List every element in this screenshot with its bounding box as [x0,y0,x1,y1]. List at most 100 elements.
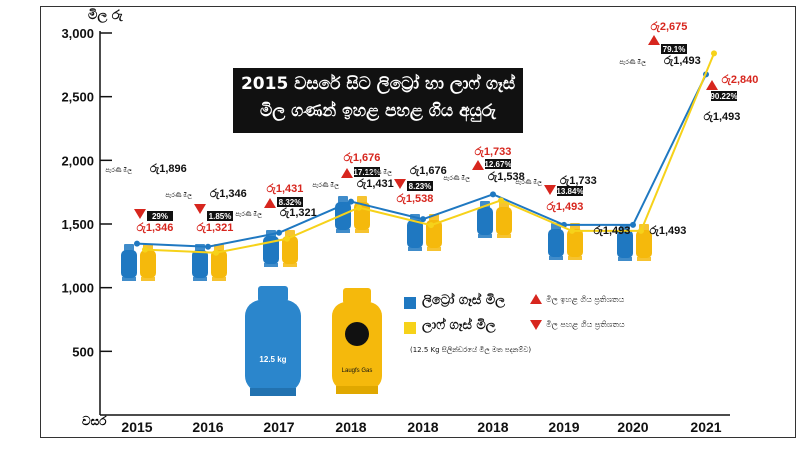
legend-down-label: මිල පහළ ගිය ප්‍රතිශතය [546,320,625,329]
legend-up-label: මිල ඉහළ ගිය ප්‍රතිශතය [546,295,625,304]
large-laugfs-cylinder-icon: Laugfs Gas [332,288,382,394]
new-price-value: රු1,676 [344,152,381,164]
x-tick-label: 2017 [263,419,294,435]
laugfs-data-point [498,197,504,204]
laugfs-data-point [142,246,148,253]
large-laugfs-cylinder-label: Laugfs Gas [342,368,373,374]
triangle-down-icon [544,185,556,195]
triangle-down-icon [394,179,406,189]
change-percent-text: 29% [152,212,168,221]
litro-data-point [490,191,496,198]
change-percent-badge: 12.67% [484,159,512,169]
change-percent-text: 17.12% [353,168,380,177]
laugfs-cylinder-icon [426,214,442,251]
change-percent-text: 1.85% [209,212,232,221]
old-price-caption: පැරණි මිල [443,175,470,182]
old-price-caption: පැරණි මිල [165,192,192,199]
old-price-caption: පැරණි මිල [235,211,262,218]
laugfs-data-point [428,222,434,229]
change-percent-badge: 1.85% [207,211,233,221]
old-price-caption: පැරණි මිල [619,59,646,66]
title-line-1: 2015 වසරේ සිට ලිට්‍රෝ හා ලාෆ් ගෑස් [240,74,516,94]
old-price-value: රු1,431 [357,178,394,190]
laugfs-data-point [356,204,362,211]
change-percent-text: 13.84% [556,187,583,196]
new-price-value: රු1,538 [397,193,434,205]
laugfs-data-point [284,235,290,242]
laugfs-data-point [569,227,575,234]
old-price-value: රු1,346 [210,188,247,200]
change-percent-badge: 8.23% [407,181,433,191]
triangle-up-icon [472,160,484,170]
change-percent-text: 79.1% [663,45,686,54]
litro-data-point [134,240,140,247]
old-price-value: රු1,493 [704,111,741,123]
triangle-up-icon [706,80,718,90]
change-percent-text: 12.67% [484,160,511,169]
litro-cylinder-icon [121,244,137,281]
old-price-caption: පැරණි මිල [312,182,339,189]
old-price-caption: පැරණි මිල [515,179,542,186]
change-percent-badge: 90.22% [710,91,738,101]
legend-litro-label: ලිට්‍රෝ ගෑස් මිල [422,293,505,308]
laugfs-data-point [213,249,219,256]
new-price-value: රු1,321 [197,222,234,234]
x-tick-label: 2015 [121,419,152,435]
laugfs-cylinder-icon [354,196,370,233]
litro-data-point [348,198,354,205]
litro-cylinder-icon [335,196,351,233]
y-tick-label: 2,500 [61,90,94,105]
change-percent-badge: 17.12% [353,167,381,177]
laugfs-cylinder-icon [140,244,156,281]
laugfs-cylinder-icon [496,201,512,238]
old-price-caption: පැරණි මිල [365,169,392,176]
laugfs-cylinder-icon [211,244,227,281]
change-percent-badge: 13.84% [556,186,584,196]
old-price-value: රු1,493 [650,225,687,237]
x-tick-label: 2021 [690,419,721,435]
laugfs-cylinder-icon [567,223,583,260]
change-percent-badge: 79.1% [661,44,687,54]
litro-data-point [276,229,282,236]
large-litro-cylinder-icon: 12.5 kg [245,286,301,396]
x-tick-label: 2019 [548,419,579,435]
new-price-value: රු1,431 [267,183,304,195]
old-price-value: රු1,733 [560,175,597,187]
x-tick-label: 2018 [407,419,438,435]
litro-data-point [420,216,426,223]
change-percent-text: 8.23% [409,182,432,191]
y-axis-unit-label: මිල රු [88,8,123,23]
old-price-caption: පැරණි මිල [105,167,132,174]
old-price-value: රු1,493 [664,55,701,67]
litro-cylinder-icon [548,223,564,260]
old-price-value: රු1,896 [150,163,187,175]
legend-litro-swatch [404,297,416,309]
triangle-up-icon [264,198,276,208]
new-price-value: රු1,493 [594,225,631,237]
laugfs-data-point [638,227,644,234]
title-line-2: මිල ගණන් ඉහළ පහළ ගිය අයුරු [260,101,496,121]
x-axis-label: වසර [82,414,107,428]
old-price-value: රු1,538 [488,171,525,183]
new-price-value: රු2,840 [722,74,759,86]
litro-data-point [630,221,636,228]
y-tick-label: 3,000 [61,26,94,41]
x-tick-label: 2016 [192,419,223,435]
new-price-value: රු1,733 [475,146,512,158]
litro-data-point [205,243,211,250]
legend-note: (12.5 Kg සිලින්ඩරයේ මිල මත පදනම්ව) [410,346,532,354]
change-percent-text: 90.22% [710,92,737,101]
old-price-value: රු1,676 [410,165,447,177]
laugfs-data-point [711,50,717,57]
large-litro-cylinder-label: 12.5 kg [259,355,286,364]
old-price-value: රු1,321 [280,207,317,219]
x-tick-label: 2018 [335,419,366,435]
x-tick-label: 2020 [617,419,648,435]
y-tick-label: 500 [72,344,94,359]
change-percent-text: 8.32% [279,198,302,207]
legend-laugfs-swatch [404,322,416,334]
new-price-value: රු1,493 [547,201,584,213]
y-tick-label: 1,000 [61,281,94,296]
litro-cylinder-icon [192,244,208,281]
